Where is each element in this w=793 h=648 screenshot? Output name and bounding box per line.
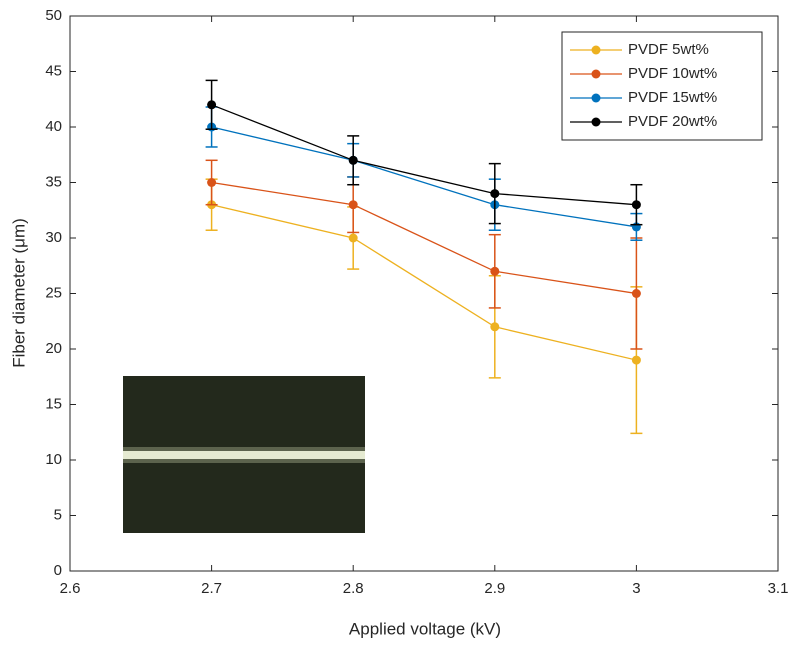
y-tick-label: 40 bbox=[45, 118, 62, 135]
data-point bbox=[207, 178, 217, 187]
inset-fiber bbox=[123, 451, 365, 459]
data-point bbox=[631, 355, 641, 365]
data-point bbox=[490, 266, 500, 276]
x-tick-label: 2.8 bbox=[343, 580, 364, 597]
series-line bbox=[211, 181, 637, 295]
inset-photo bbox=[123, 376, 365, 533]
x-tick-label: 3 bbox=[632, 580, 640, 597]
data-point bbox=[348, 200, 358, 210]
legend-marker bbox=[591, 69, 601, 79]
y-tick-label: 10 bbox=[45, 451, 62, 468]
y-tick-label: 0 bbox=[54, 562, 62, 579]
data-point bbox=[207, 100, 217, 110]
y-tick-label: 15 bbox=[45, 395, 62, 412]
x-axis-label: Applied voltage (kV) bbox=[349, 619, 501, 638]
y-tick-label: 25 bbox=[45, 284, 62, 301]
x-tick-label: 2.9 bbox=[484, 580, 505, 597]
inset-glow bbox=[123, 447, 365, 463]
series-line bbox=[211, 104, 637, 206]
data-point bbox=[631, 289, 641, 298]
x-tick-label: 2.7 bbox=[201, 580, 222, 597]
y-tick-label: 50 bbox=[45, 7, 62, 24]
legend-label: PVDF 20wt% bbox=[628, 113, 717, 130]
legend-marker bbox=[591, 93, 601, 103]
series-line bbox=[211, 204, 637, 361]
legend-label: PVDF 10wt% bbox=[628, 65, 717, 82]
series-line bbox=[211, 126, 637, 228]
y-tick-label: 5 bbox=[54, 506, 62, 523]
legend-label: PVDF 5wt% bbox=[628, 41, 709, 58]
data-point bbox=[490, 189, 500, 199]
x-tick-label: 2.6 bbox=[60, 580, 81, 597]
y-tick-label: 45 bbox=[45, 62, 62, 79]
data-point bbox=[348, 155, 358, 165]
data-point bbox=[631, 200, 641, 210]
x-tick-label: 3.1 bbox=[768, 580, 789, 597]
data-point bbox=[490, 322, 500, 332]
y-axis-label: Fiber diameter (μm) bbox=[9, 218, 28, 368]
data-point bbox=[348, 233, 358, 243]
legend-label: PVDF 15wt% bbox=[628, 89, 717, 106]
y-tick-label: 20 bbox=[45, 340, 62, 357]
legend-marker bbox=[591, 45, 601, 55]
y-tick-label: 30 bbox=[45, 229, 62, 246]
y-tick-label: 35 bbox=[45, 173, 62, 190]
legend-marker bbox=[591, 117, 601, 127]
